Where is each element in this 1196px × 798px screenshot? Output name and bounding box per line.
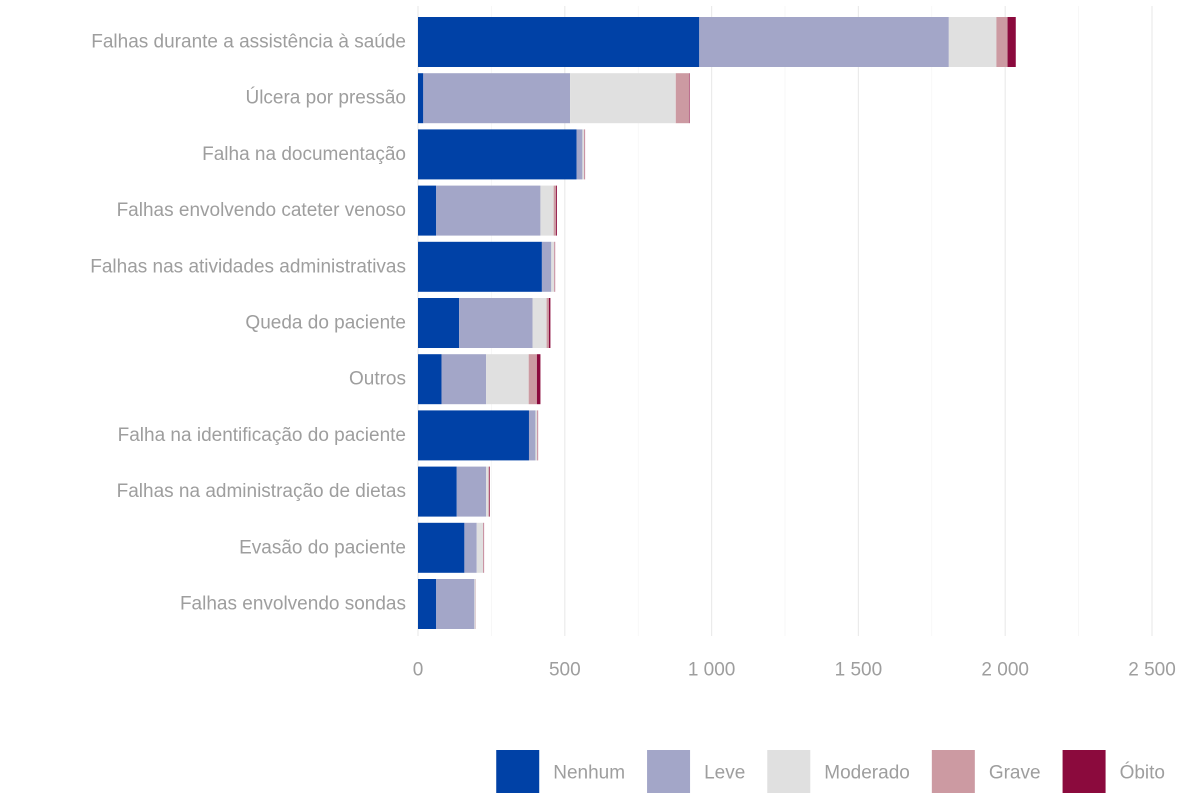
bar-segment xyxy=(418,523,464,573)
category-labels: Falhas durante a assistência à saúde Úlce… xyxy=(90,32,406,615)
bar-segment xyxy=(584,129,585,179)
bar-segment xyxy=(418,17,699,67)
x-tick-label: 0 xyxy=(413,660,424,681)
category-label: Queda do paciente xyxy=(245,313,406,334)
bar-segment xyxy=(418,354,441,404)
x-tick-label: 2 000 xyxy=(981,660,1029,681)
x-tick-label: 500 xyxy=(549,660,581,681)
x-tick-label: 1 000 xyxy=(688,660,736,681)
bar-segment xyxy=(457,467,486,517)
bar-segment xyxy=(529,410,535,460)
bar-segment xyxy=(537,410,538,460)
bar-segment xyxy=(418,298,459,348)
bar-segment xyxy=(582,129,584,179)
category-label: Falhas na administração de dietas xyxy=(117,481,406,502)
bar-segment xyxy=(551,242,554,292)
bar-segment xyxy=(949,17,997,67)
bar-segment xyxy=(474,579,475,629)
bar-segment xyxy=(689,73,690,123)
bar-segment xyxy=(554,186,556,236)
bar-segment xyxy=(477,523,483,573)
bar-segment xyxy=(554,242,555,292)
bar-segment xyxy=(537,354,541,404)
bars xyxy=(418,17,1016,629)
legend-swatch xyxy=(496,750,539,793)
bar-segment xyxy=(464,523,476,573)
legend: Nenhum Leve Moderado Grave Óbito xyxy=(496,750,1165,793)
bar-segment xyxy=(556,186,557,236)
bar-segment xyxy=(423,73,570,123)
bar-segment xyxy=(1008,17,1016,67)
x-tick-label: 1 500 xyxy=(835,660,883,681)
category-label: Falhas nas atividades administrativas xyxy=(90,256,406,277)
bar-segment xyxy=(529,354,537,404)
category-label: Falhas envolvendo cateter venoso xyxy=(117,200,406,221)
x-tick-label: 2 500 xyxy=(1128,660,1176,681)
category-label: Falhas durante a assistência à saúde xyxy=(91,32,406,53)
bar-segment xyxy=(418,410,529,460)
bar-segment xyxy=(699,17,949,67)
bar-segment xyxy=(459,298,532,348)
bar-segment xyxy=(542,242,551,292)
bar-segment xyxy=(547,298,549,348)
x-tick-labels: 0 500 1 000 1 500 2 000 2 500 xyxy=(413,660,1176,681)
category-label: Outros xyxy=(349,369,406,390)
bar-segment xyxy=(418,129,577,179)
bar-segment xyxy=(540,186,553,236)
bar-segment xyxy=(996,17,1007,67)
legend-label: Óbito xyxy=(1120,762,1165,784)
bar-segment xyxy=(535,410,537,460)
bar-segment xyxy=(436,186,540,236)
legend-swatch xyxy=(767,750,810,793)
bar-segment xyxy=(676,73,689,123)
bar-segment xyxy=(489,467,490,517)
legend-label: Leve xyxy=(704,763,745,784)
bar-segment xyxy=(418,186,436,236)
bar-segment xyxy=(436,579,474,629)
bar-segment xyxy=(486,354,529,404)
bar-segment xyxy=(570,73,676,123)
bar-segment xyxy=(418,579,436,629)
bar-segment xyxy=(418,73,423,123)
legend-label: Moderado xyxy=(824,763,910,784)
category-label: Falhas envolvendo sondas xyxy=(180,594,406,615)
bar-segment xyxy=(488,467,489,517)
bar-segment xyxy=(486,467,488,517)
legend-swatch xyxy=(1063,750,1106,793)
category-label: Evasão do paciente xyxy=(239,537,406,558)
bar-segment xyxy=(418,467,457,517)
bar-segment xyxy=(418,242,542,292)
bar-segment xyxy=(549,298,550,348)
category-label: Falha na identificação do paciente xyxy=(118,425,406,446)
bar-segment xyxy=(577,129,583,179)
legend-label: Grave xyxy=(989,763,1041,784)
category-label: Úlcera por pressão xyxy=(245,87,406,109)
bar-segment xyxy=(533,298,547,348)
legend-swatch xyxy=(647,750,690,793)
legend-swatch xyxy=(932,750,975,793)
bar-segment xyxy=(483,523,484,573)
category-label: Falha na documentação xyxy=(202,144,406,165)
bar-segment xyxy=(441,354,486,404)
legend-label: Nenhum xyxy=(553,763,625,784)
